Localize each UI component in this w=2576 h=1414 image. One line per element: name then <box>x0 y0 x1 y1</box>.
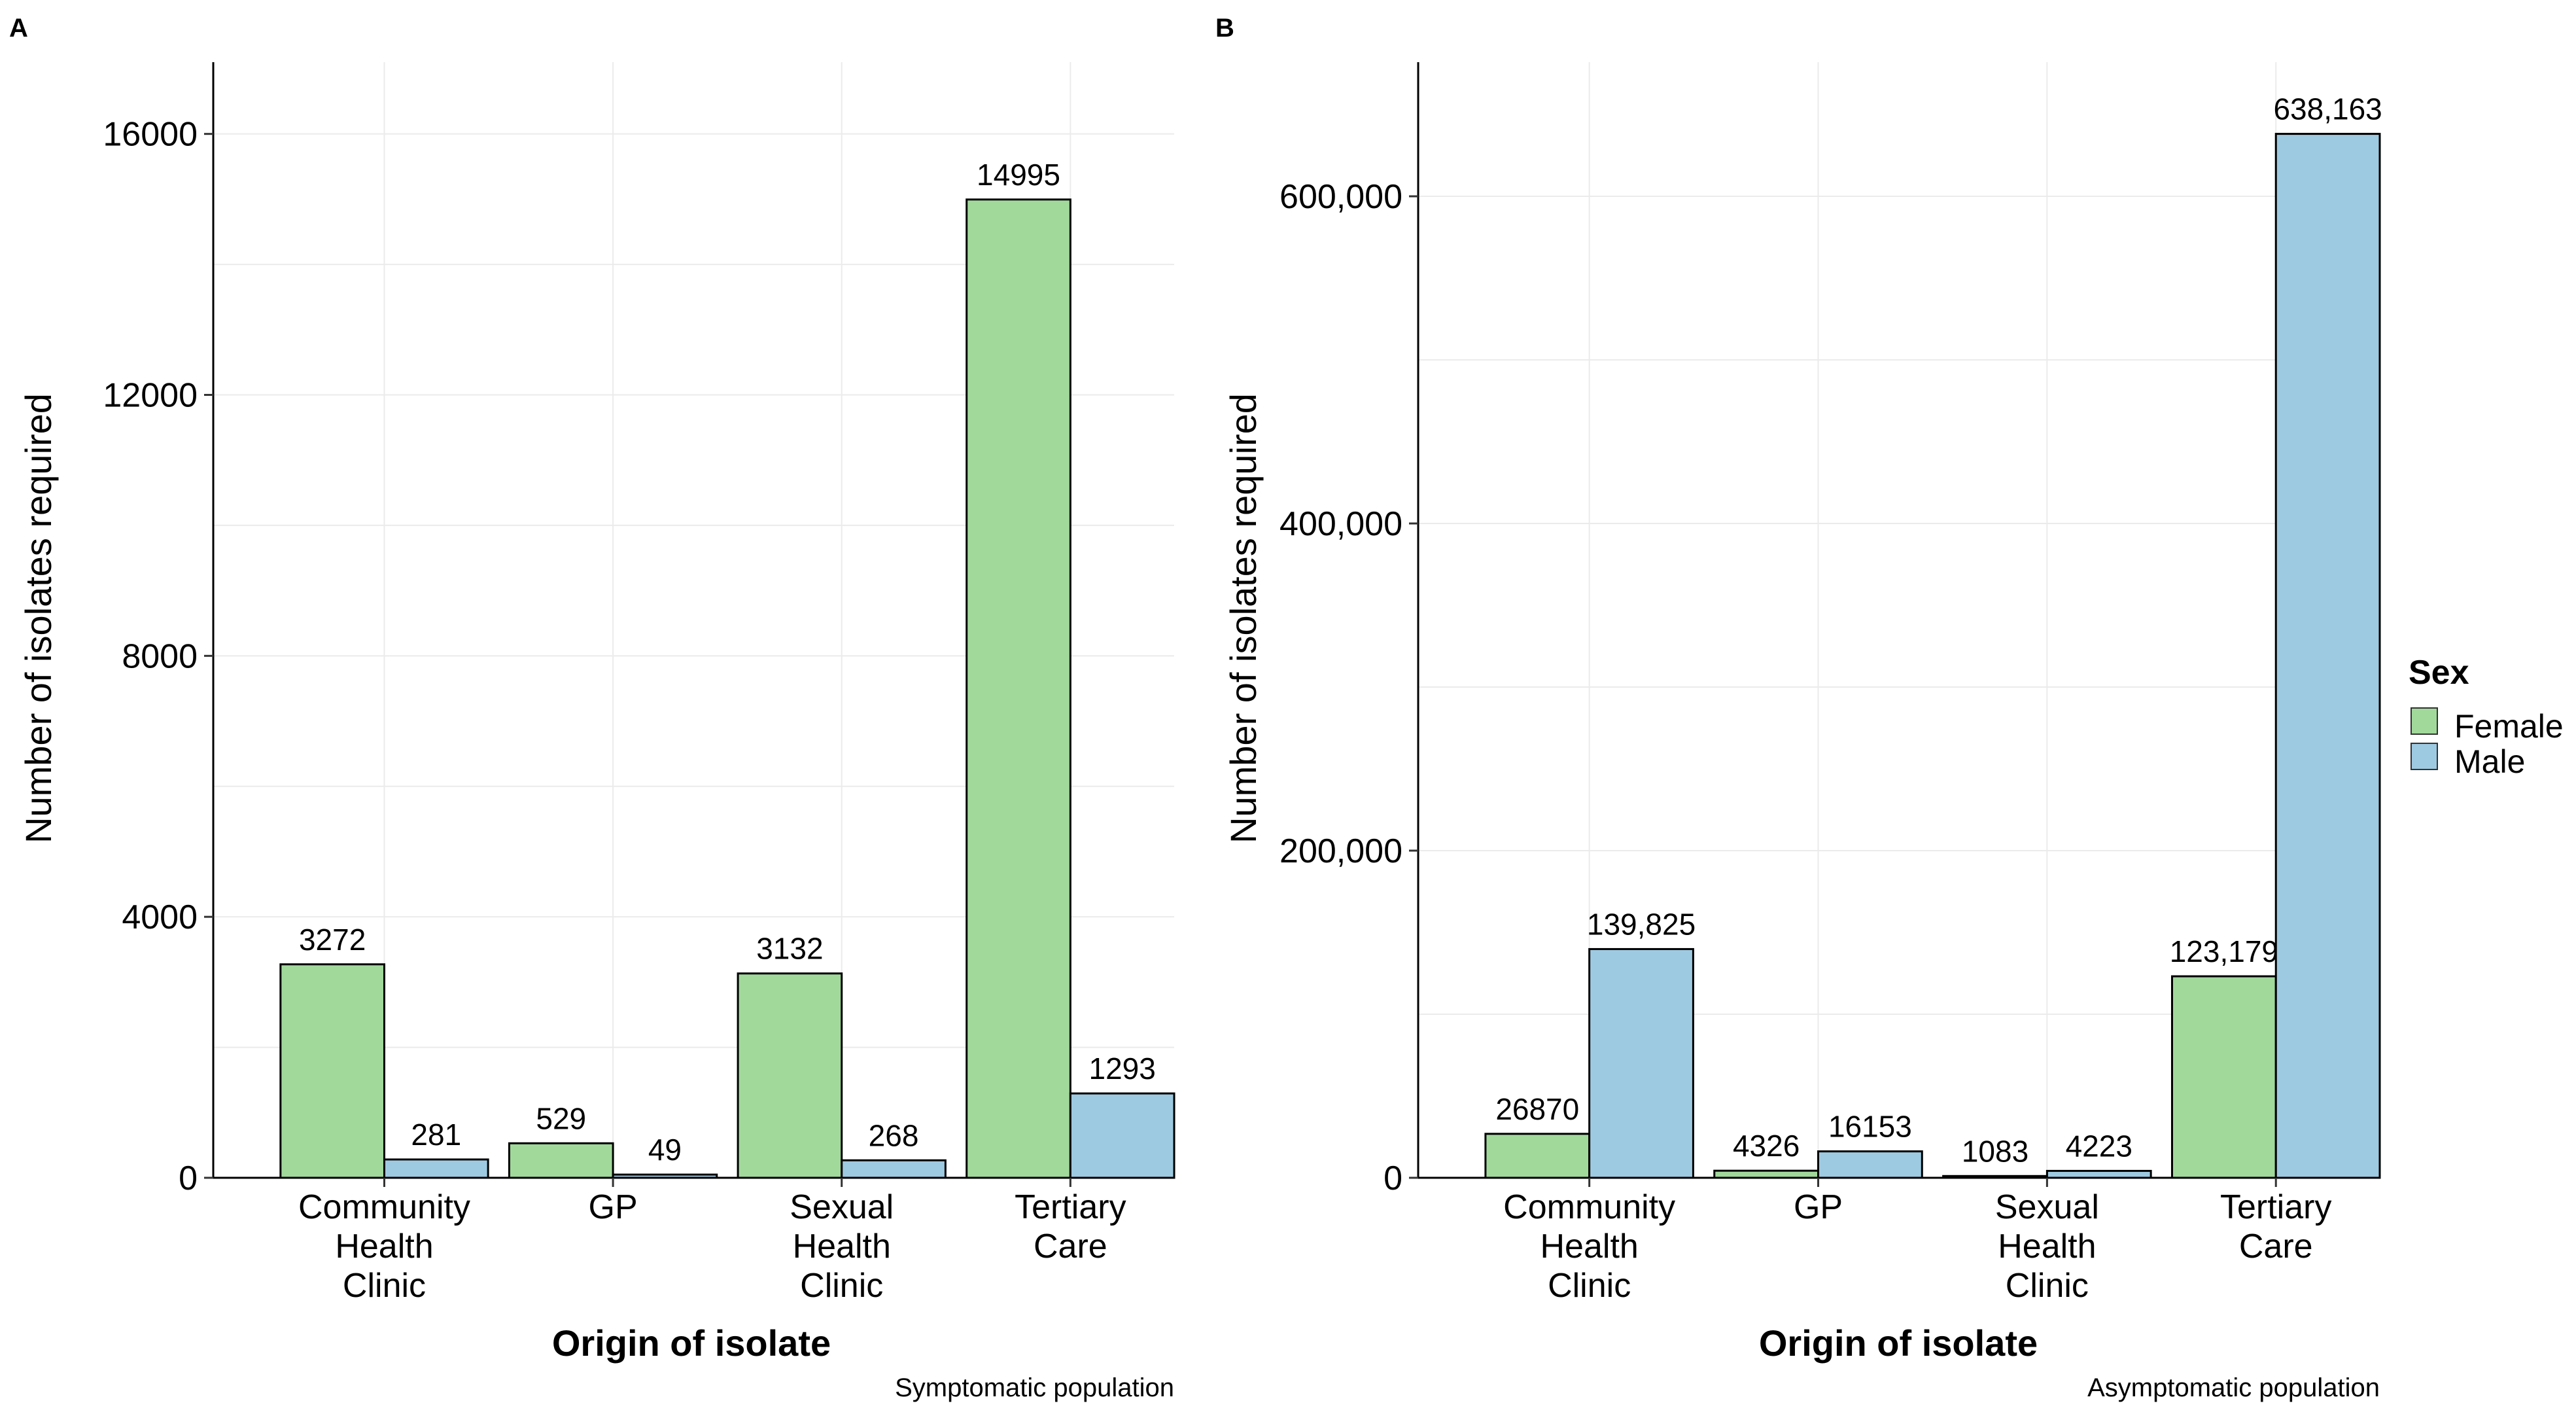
panel-a-bar-label-male: 1293 <box>1089 1052 1156 1086</box>
panel-b-x-tick-label-line: Care <box>2239 1228 2313 1265</box>
panel-a-bar-label-female: 3272 <box>299 923 366 957</box>
panel-b-x-axis-title: Origin of isolate <box>1759 1322 2038 1364</box>
panel-b-x-tick-label-line: Clinic <box>2006 1267 2089 1305</box>
panel-b-letter: B <box>1215 14 1234 43</box>
panel-a-bar-label-male: 49 <box>648 1133 682 1167</box>
panel-a-x-tick-label: Community Health Clinic <box>298 1188 470 1305</box>
panel-b-bar-label-female: 26870 <box>1495 1092 1579 1126</box>
panel-b-y-tick-label: 400,000 <box>1279 505 1402 543</box>
panel-a-bar-female <box>279 963 385 1179</box>
panel-a-y-tick-label: 8000 <box>122 637 198 675</box>
panel-a-x-tick-label-line: Health <box>793 1228 891 1265</box>
panel-b-bar-label-male: 16153 <box>1828 1110 1912 1144</box>
panel-b-x-tick-label-line: Tertiary <box>2220 1188 2331 1226</box>
legend-label-female: Female <box>2454 708 2564 745</box>
panel-a-x-tick-label: Tertiary Care <box>1015 1188 1126 1265</box>
panel-a-x-axis-title: Origin of isolate <box>552 1322 831 1364</box>
panel-b-x-tick-label-line: Community <box>1503 1188 1675 1226</box>
panel-b-bar-female <box>1484 1133 1591 1179</box>
legend-swatch-female <box>2411 707 2438 735</box>
panel-b-x-tick-label-line: Health <box>1998 1228 2096 1265</box>
panel-b-bar-male <box>2274 133 2381 1179</box>
panel-a-x-tick-label-line: Health <box>335 1228 433 1265</box>
panel-a-bar-female <box>966 198 1071 1179</box>
panel-a-bar-male <box>383 1158 489 1179</box>
panel-a-y-tick-label: 12000 <box>103 377 198 415</box>
panel-a-bar-label-female: 3132 <box>756 932 823 966</box>
panel-b-bar-male <box>2045 1169 2152 1179</box>
panel-b-caption: Asymptomatic population <box>2087 1373 2380 1402</box>
panel-a-x-tick-label: Sexual Health Clinic <box>790 1188 894 1305</box>
panel-b-y-tick-label: 200,000 <box>1279 832 1402 870</box>
legend: Sex Female Male <box>2409 654 2564 780</box>
panel-a-x-tick-label: GP <box>589 1188 638 1226</box>
panel-a-bar-label-female: 529 <box>536 1101 586 1135</box>
panel-b-y-tick-label: 0 <box>1384 1159 1402 1197</box>
panel-a-bar-female <box>508 1142 614 1179</box>
panel-b-bar-label-male: 139,825 <box>1587 907 1696 941</box>
panel-a-bar-label-female: 14995 <box>977 158 1060 192</box>
legend-swatch-male <box>2411 743 2438 770</box>
panel-a-y-axis-title: Number of isolates required <box>18 393 59 843</box>
panel-b-x-tick-label: GP <box>1794 1188 1843 1226</box>
panel-b-x-tick-label-line: Sexual <box>1995 1188 2099 1226</box>
panel-b-bar-female <box>1713 1169 1820 1179</box>
panel-b-x-tick-label-line: Health <box>1540 1228 1639 1265</box>
panel-a-x-tick-label-line: Clinic <box>800 1267 883 1305</box>
panel-a-y-tick-label: 4000 <box>122 898 198 936</box>
panel-a-x-tick-label-line: Care <box>1034 1228 1107 1265</box>
panel-b-x-tick-label: Community Health Clinic <box>1503 1188 1675 1305</box>
panel-a-bar-male <box>1069 1092 1175 1179</box>
panel-a-y-tick-label: 0 <box>179 1159 198 1197</box>
panel-a-x-tick-label-line: GP <box>589 1188 638 1226</box>
panel-b-x-tick-label: Sexual Health Clinic <box>1995 1188 2099 1305</box>
panel-b-bar-label-female: 1083 <box>1962 1134 2028 1168</box>
panel-b-x-tick-label-line: GP <box>1794 1188 1843 1226</box>
legend-label-male: Male <box>2454 743 2525 780</box>
panel-b-y-tick-label: 600,000 <box>1279 178 1402 216</box>
panel-a-letter: A <box>9 14 28 43</box>
panel-b-bar-female <box>2170 975 2277 1179</box>
panel-b-bar-label-female: 4326 <box>1733 1129 1800 1163</box>
panel-a-x-tick-label-line: Tertiary <box>1015 1188 1126 1226</box>
panel-b-bar-label-male: 638,163 <box>2273 92 2382 126</box>
panel-b-bar-male <box>1588 947 1694 1179</box>
panel-a-bar-label-male: 281 <box>411 1118 461 1152</box>
panel-b-y-axis-title: Number of isolates required <box>1223 393 1264 843</box>
legend-title: Sex <box>2409 654 2469 692</box>
panel-b: B 26870 4326 1083 123,179 139,825 16153 4223 63… <box>1215 14 2382 1402</box>
panel-b-x-tick-label: Tertiary Care <box>2220 1188 2331 1265</box>
panel-b-x-tick-label-line: Clinic <box>1548 1267 1631 1305</box>
panel-a-y-tick-label: 16000 <box>103 116 198 154</box>
panel-a-bar-male <box>841 1159 947 1179</box>
panel-a-bar-female <box>737 972 843 1179</box>
panel-a-caption: Symptomatic population <box>895 1373 1174 1402</box>
panel-b-bar-male <box>1817 1150 1923 1179</box>
panel-a-bar-label-male: 268 <box>869 1118 919 1152</box>
panel-a-x-tick-label-line: Community <box>298 1188 470 1226</box>
panel-a-x-tick-label-line: Clinic <box>343 1267 426 1305</box>
panel-b-bar-label-male: 4223 <box>2066 1129 2132 1163</box>
panel-b-bar-label-female: 123,179 <box>2170 934 2278 968</box>
panel-a: A 3272 529 3132 14995 281 49 268 1293 0 4000 8000… <box>9 14 1175 1402</box>
panel-a-x-tick-label-line: Sexual <box>790 1188 894 1226</box>
